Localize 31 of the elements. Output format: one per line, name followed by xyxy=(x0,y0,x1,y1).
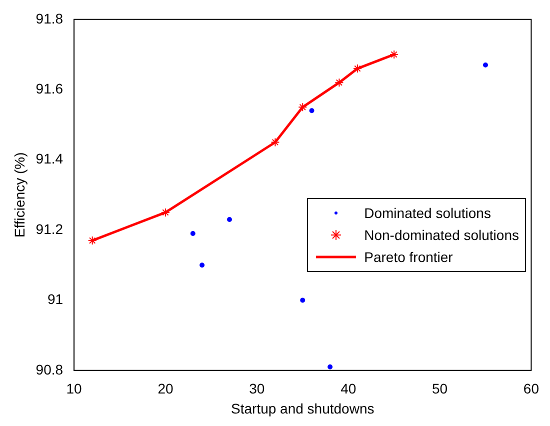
point xyxy=(200,262,205,268)
x-tick-label: 40 xyxy=(340,380,356,397)
legend-label: Dominated solutions xyxy=(364,205,491,221)
y-tick-label: 91 xyxy=(47,291,64,308)
point xyxy=(328,364,333,370)
point xyxy=(334,78,344,88)
x-axis-title: Startup and shutdowns xyxy=(231,400,374,416)
point xyxy=(270,138,280,147)
point xyxy=(390,50,399,59)
y-tick-label: 91.8 xyxy=(36,10,64,26)
point xyxy=(190,231,196,236)
legend-label: Non-dominated solutions xyxy=(364,227,519,243)
point xyxy=(352,64,362,74)
point xyxy=(160,208,170,217)
point xyxy=(88,236,97,246)
point xyxy=(483,62,488,68)
point xyxy=(309,108,314,114)
x-tick-label: 50 xyxy=(432,380,448,397)
x-tick-label: 10 xyxy=(66,380,82,397)
legend-label: Pareto frontier xyxy=(364,249,453,265)
y-tick-label: 90.8 xyxy=(36,361,64,378)
point xyxy=(226,216,232,222)
point xyxy=(298,102,308,112)
y-axis-title: Efficiency (%) xyxy=(11,152,28,238)
y-tick-label: 91.4 xyxy=(36,150,64,167)
x-tick-label: 60 xyxy=(523,380,540,397)
y-tick-label: 91.6 xyxy=(36,80,64,96)
point xyxy=(300,298,306,303)
y-tick-label: 91.2 xyxy=(36,220,64,237)
x-tick-label: 20 xyxy=(158,380,174,397)
x-tick-label: 30 xyxy=(249,380,265,397)
